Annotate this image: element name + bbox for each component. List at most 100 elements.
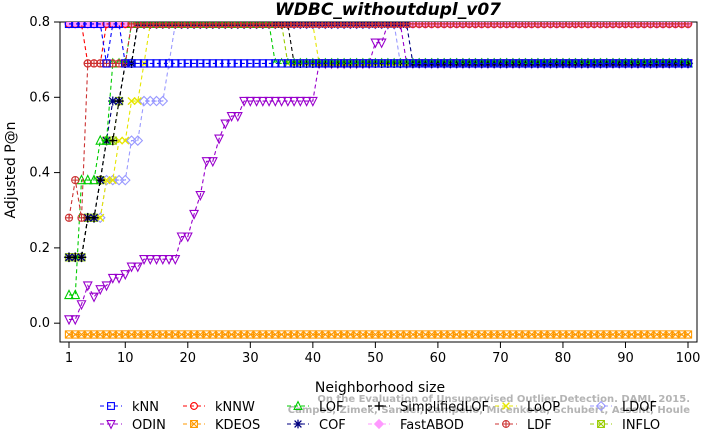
data-point xyxy=(146,59,155,68)
data-point xyxy=(245,96,256,107)
data-point xyxy=(157,95,169,107)
data-point xyxy=(465,59,474,68)
data-point xyxy=(82,281,93,292)
data-point xyxy=(652,59,661,68)
data-point xyxy=(602,59,611,68)
x-tick-label: 30 xyxy=(242,351,259,366)
legend-item-ldof: LDOF xyxy=(590,400,657,415)
series-layer xyxy=(63,22,694,339)
data-point xyxy=(208,59,217,68)
legend-swatch-marker xyxy=(293,419,303,429)
data-point xyxy=(257,96,268,107)
data-point xyxy=(214,59,224,68)
legend-label: ODIN xyxy=(132,418,166,433)
data-point xyxy=(139,59,149,68)
data-point xyxy=(77,22,86,29)
data-point xyxy=(665,59,674,68)
data-point xyxy=(496,59,505,68)
data-point xyxy=(471,59,480,68)
data-point xyxy=(114,273,125,284)
data-point xyxy=(327,59,336,68)
data-point xyxy=(307,96,318,107)
data-point xyxy=(565,59,574,68)
data-point xyxy=(314,59,324,68)
data-point xyxy=(590,59,599,68)
data-point xyxy=(132,262,143,273)
data-point xyxy=(640,59,649,68)
data-point xyxy=(233,59,242,68)
legend-item-simplifiedlof: SimplifiedLOF xyxy=(368,400,489,415)
data-point xyxy=(533,59,543,68)
data-point xyxy=(358,59,368,68)
data-point xyxy=(101,281,112,292)
legend-label: KDEOS xyxy=(215,418,260,433)
data-point xyxy=(95,285,106,296)
data-point xyxy=(683,22,693,29)
series-line xyxy=(69,23,688,64)
legend-label: INFLO xyxy=(622,418,660,433)
series-line xyxy=(69,23,688,258)
x-tick-label: 100 xyxy=(676,351,701,366)
data-point xyxy=(64,213,74,222)
data-point xyxy=(308,59,317,68)
data-point xyxy=(282,96,293,107)
data-point xyxy=(251,96,262,107)
legend-swatch-marker xyxy=(595,400,607,412)
data-point xyxy=(490,59,499,68)
data-point xyxy=(452,59,461,68)
data-point xyxy=(508,59,518,68)
legend-item-knn: kNN xyxy=(100,400,159,415)
plot-frame xyxy=(59,21,698,343)
legend-swatch-marker xyxy=(190,402,198,410)
series-kdeos xyxy=(64,330,693,339)
data-point xyxy=(376,38,387,49)
series-ldf xyxy=(64,22,693,222)
y-tick-label: 0.2 xyxy=(29,241,50,256)
data-point xyxy=(170,255,181,266)
data-point xyxy=(95,134,106,145)
data-point xyxy=(577,59,586,68)
data-point xyxy=(96,22,105,29)
x-axis: 1 10 20 30 40 50 60 70 80 90 100 xyxy=(65,342,701,366)
data-point xyxy=(82,174,93,185)
data-point xyxy=(583,59,593,68)
legend-label: FastABOD xyxy=(400,418,464,433)
legend-item-fastabod: FastABOD xyxy=(368,418,464,433)
data-point xyxy=(352,59,361,68)
data-point xyxy=(64,315,74,326)
legend-label: LOF xyxy=(319,400,344,415)
legend-label: LoOP xyxy=(527,400,560,415)
data-point xyxy=(114,22,124,29)
watermark-authors: Campos, Zimek, Sander, Campello, Micenko… xyxy=(288,404,690,416)
legend-item-cof: COF xyxy=(287,418,346,433)
legend-swatch-marker xyxy=(502,402,510,410)
data-point xyxy=(70,289,81,300)
series-line xyxy=(69,23,688,320)
data-point xyxy=(477,59,486,68)
data-point xyxy=(283,59,292,68)
data-point xyxy=(277,59,286,68)
legend-label: kNNW xyxy=(215,400,255,415)
data-point xyxy=(151,255,162,266)
data-point xyxy=(126,262,137,273)
data-point xyxy=(396,59,405,68)
data-point xyxy=(276,96,287,107)
data-point xyxy=(402,59,411,68)
data-point xyxy=(671,59,680,68)
data-point xyxy=(101,134,112,145)
data-point xyxy=(127,59,136,68)
legend-item-loop: LoOP xyxy=(495,400,560,415)
data-point xyxy=(71,175,80,185)
data-point xyxy=(195,191,206,202)
data-point xyxy=(383,59,393,68)
series-knn xyxy=(64,22,693,68)
y-axis: 0.0 0.2 0.4 0.6 0.8 xyxy=(29,15,60,331)
data-point xyxy=(89,292,100,303)
x-tick-label: 80 xyxy=(555,351,572,366)
data-point xyxy=(133,96,142,106)
data-point xyxy=(271,59,280,68)
data-point xyxy=(120,270,131,281)
data-point xyxy=(201,157,212,168)
data-point xyxy=(389,59,399,68)
